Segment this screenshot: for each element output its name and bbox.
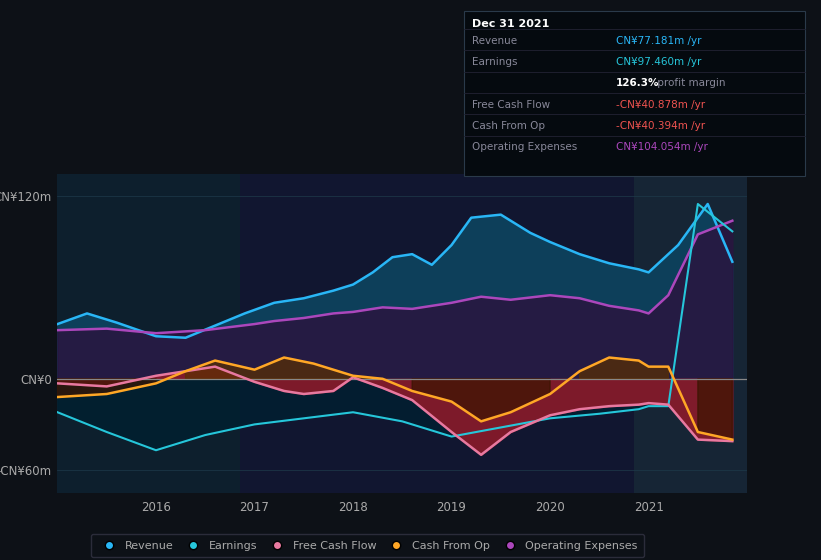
- Bar: [634, 174, 747, 493]
- Bar: [240, 174, 634, 493]
- Text: Operating Expenses: Operating Expenses: [472, 142, 577, 152]
- Text: profit margin: profit margin: [654, 78, 726, 88]
- Text: -CN¥40.878m /yr: -CN¥40.878m /yr: [616, 100, 705, 110]
- Legend: Revenue, Earnings, Free Cash Flow, Cash From Op, Operating Expenses: Revenue, Earnings, Free Cash Flow, Cash …: [91, 534, 644, 557]
- Text: Free Cash Flow: Free Cash Flow: [472, 100, 550, 110]
- Text: Cash From Op: Cash From Op: [472, 121, 545, 131]
- Text: CN¥97.460m /yr: CN¥97.460m /yr: [616, 57, 701, 67]
- Text: Dec 31 2021: Dec 31 2021: [472, 19, 549, 29]
- Text: Earnings: Earnings: [472, 57, 517, 67]
- Text: CN¥104.054m /yr: CN¥104.054m /yr: [616, 142, 708, 152]
- Text: 126.3%: 126.3%: [616, 78, 659, 88]
- Text: -CN¥40.394m /yr: -CN¥40.394m /yr: [616, 121, 705, 131]
- Text: CN¥77.181m /yr: CN¥77.181m /yr: [616, 36, 701, 46]
- Text: Revenue: Revenue: [472, 36, 517, 46]
